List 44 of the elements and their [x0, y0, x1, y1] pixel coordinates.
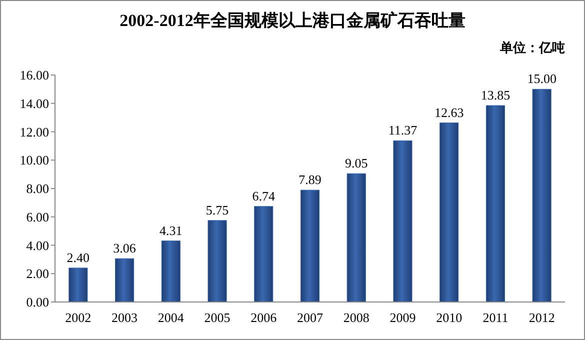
y-tick-label: 6.00 [26, 209, 49, 224]
bar [393, 140, 412, 302]
data-label: 15.00 [527, 71, 556, 86]
data-label: 9.05 [344, 156, 368, 171]
data-label: 12.63 [434, 104, 464, 120]
data-label: 5.75 [206, 202, 229, 218]
x-tick-label: 2004 [158, 310, 184, 325]
x-tick-label: 2010 [436, 310, 462, 325]
bar [208, 220, 227, 302]
x-tick-label: 2002 [65, 310, 92, 325]
bar [115, 258, 134, 302]
data-label: 4.31 [160, 222, 182, 238]
x-tick-label: 2011 [482, 310, 508, 325]
bar [346, 173, 366, 302]
x-tick-label: 2006 [250, 310, 278, 325]
chart-title: 2002-2012年全国规模以上港口金属矿石吞吐量 [120, 11, 466, 30]
bar [254, 206, 274, 302]
bar [532, 88, 552, 302]
y-tick-label: 12.00 [20, 124, 49, 140]
data-label: 13.85 [480, 88, 510, 103]
data-label: 2.40 [66, 250, 90, 265]
bar [486, 105, 505, 302]
x-tick-label: 2005 [204, 310, 230, 325]
bar [440, 122, 459, 302]
y-tick-label: 10.00 [20, 152, 49, 168]
data-label: 3.06 [113, 240, 136, 256]
y-tick-label: 14.00 [20, 96, 49, 111]
x-tick-label: 2009 [390, 310, 416, 325]
bar [68, 268, 88, 302]
x-tick-label: 2007 [297, 310, 324, 325]
data-label: 7.89 [298, 172, 322, 188]
y-tick-label: 4.00 [26, 238, 49, 253]
data-label: 6.74 [252, 188, 276, 204]
x-tick-label: 2008 [343, 310, 370, 325]
x-tick-label: 2012 [528, 310, 555, 325]
y-tick-label: 0.00 [26, 294, 49, 310]
bar [161, 240, 180, 302]
y-tick-label: 8.00 [26, 181, 49, 196]
y-tick-label: 2.00 [26, 266, 49, 282]
x-tick-label: 2003 [112, 310, 138, 325]
y-tick-label: 16.00 [20, 68, 49, 82]
data-label: 11.37 [388, 122, 418, 138]
text: 单位：亿吨 [499, 40, 565, 55]
bar [300, 190, 320, 302]
